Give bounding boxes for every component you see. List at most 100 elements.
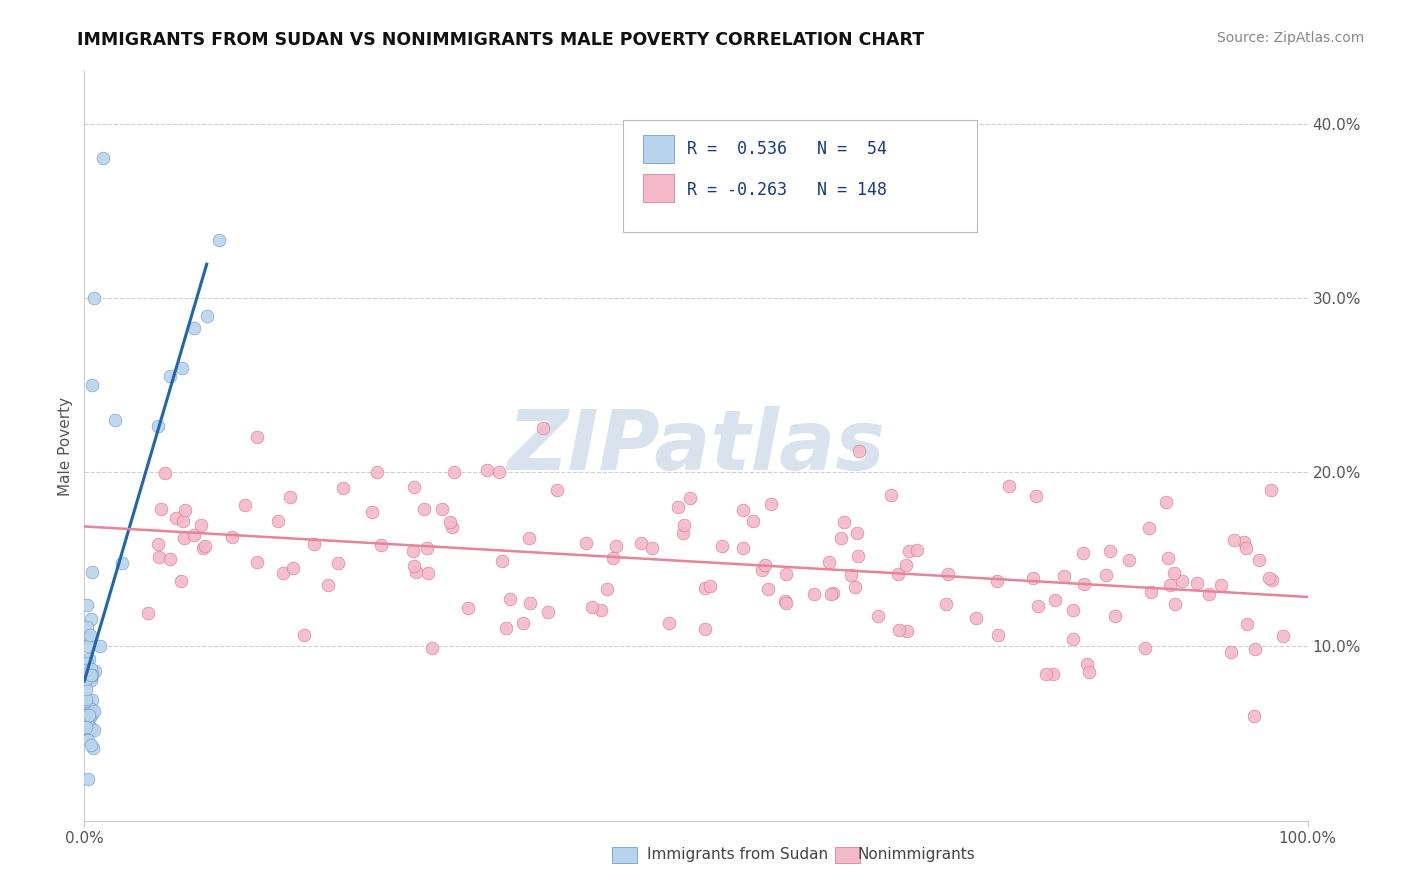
Point xyxy=(693,622,716,636)
Y-axis label: Male Poverty: Male Poverty xyxy=(58,396,73,496)
Point xyxy=(80,668,103,682)
Point xyxy=(1053,568,1076,582)
Point xyxy=(89,639,111,653)
Point xyxy=(821,586,844,600)
Text: Nonimmigrants: Nonimmigrants xyxy=(858,847,976,862)
Point xyxy=(1139,585,1161,599)
Point xyxy=(741,514,763,528)
Text: Source: ZipAtlas.com: Source: ZipAtlas.com xyxy=(1216,31,1364,45)
Point xyxy=(830,531,852,545)
Point xyxy=(332,481,354,495)
Point xyxy=(710,539,733,553)
Point xyxy=(1185,575,1208,590)
Point xyxy=(416,541,439,556)
Point xyxy=(418,566,440,581)
Point xyxy=(641,541,664,555)
Point xyxy=(986,628,1008,642)
Point xyxy=(1261,574,1284,588)
Point xyxy=(1071,546,1094,560)
Point xyxy=(1198,587,1220,601)
Point xyxy=(499,592,522,607)
Point xyxy=(439,516,461,530)
Point xyxy=(731,503,754,517)
Text: R =  0.536   N =  54: R = 0.536 N = 54 xyxy=(688,140,887,158)
Point xyxy=(76,619,98,633)
Point xyxy=(1099,544,1122,558)
Point xyxy=(266,514,288,528)
Bar xyxy=(835,847,860,863)
Point xyxy=(546,483,568,497)
Point xyxy=(605,539,627,553)
Point xyxy=(1209,578,1232,592)
Point xyxy=(76,599,98,613)
Point xyxy=(818,555,841,569)
Point xyxy=(76,714,98,729)
Point xyxy=(693,581,716,595)
Point xyxy=(596,582,619,596)
Point xyxy=(1035,667,1057,681)
Point xyxy=(848,444,870,458)
Point xyxy=(440,520,463,534)
Point xyxy=(519,596,541,610)
Point xyxy=(79,612,101,626)
Point xyxy=(173,502,195,516)
Point xyxy=(751,563,773,577)
Point xyxy=(75,721,97,735)
Point xyxy=(84,664,107,678)
Point xyxy=(173,531,195,545)
Point xyxy=(820,586,842,600)
Point xyxy=(1095,568,1118,582)
Point xyxy=(761,497,783,511)
Point xyxy=(150,502,173,516)
Point xyxy=(1156,495,1178,509)
Point xyxy=(965,610,987,624)
Point xyxy=(803,587,825,601)
Point xyxy=(80,565,103,579)
Point xyxy=(512,616,534,631)
Point xyxy=(80,738,103,752)
Point xyxy=(75,663,97,677)
Point xyxy=(77,699,100,714)
Point xyxy=(79,628,101,642)
FancyBboxPatch shape xyxy=(644,135,673,162)
Point xyxy=(495,621,517,635)
Point xyxy=(146,536,169,550)
Point xyxy=(80,378,103,392)
Point xyxy=(581,599,603,614)
Point xyxy=(1025,489,1047,503)
Point xyxy=(83,291,105,305)
Point xyxy=(1244,642,1267,657)
Point xyxy=(832,515,855,529)
Point xyxy=(602,551,624,566)
Point xyxy=(868,609,890,624)
Point xyxy=(79,662,101,676)
Point xyxy=(402,544,425,558)
Point xyxy=(1078,665,1101,680)
Point xyxy=(77,707,100,722)
Point xyxy=(1260,483,1282,497)
Point xyxy=(775,566,797,581)
Point xyxy=(733,541,755,555)
Point xyxy=(402,479,425,493)
Point xyxy=(83,723,105,737)
Point xyxy=(1076,657,1098,671)
Point xyxy=(246,556,269,570)
Point xyxy=(1219,645,1241,659)
Point xyxy=(80,706,103,721)
Point xyxy=(658,616,681,631)
Point xyxy=(75,720,97,734)
Point xyxy=(80,693,103,707)
Point xyxy=(575,536,598,550)
Point xyxy=(80,673,103,687)
FancyBboxPatch shape xyxy=(623,120,977,233)
Point xyxy=(880,488,903,502)
Point xyxy=(75,672,97,686)
Point xyxy=(136,606,159,620)
Point xyxy=(80,671,103,685)
Point xyxy=(986,574,1008,588)
Point xyxy=(146,419,169,434)
Point xyxy=(1028,599,1050,613)
Point xyxy=(673,518,696,533)
Point xyxy=(111,556,134,570)
Point xyxy=(775,596,797,610)
